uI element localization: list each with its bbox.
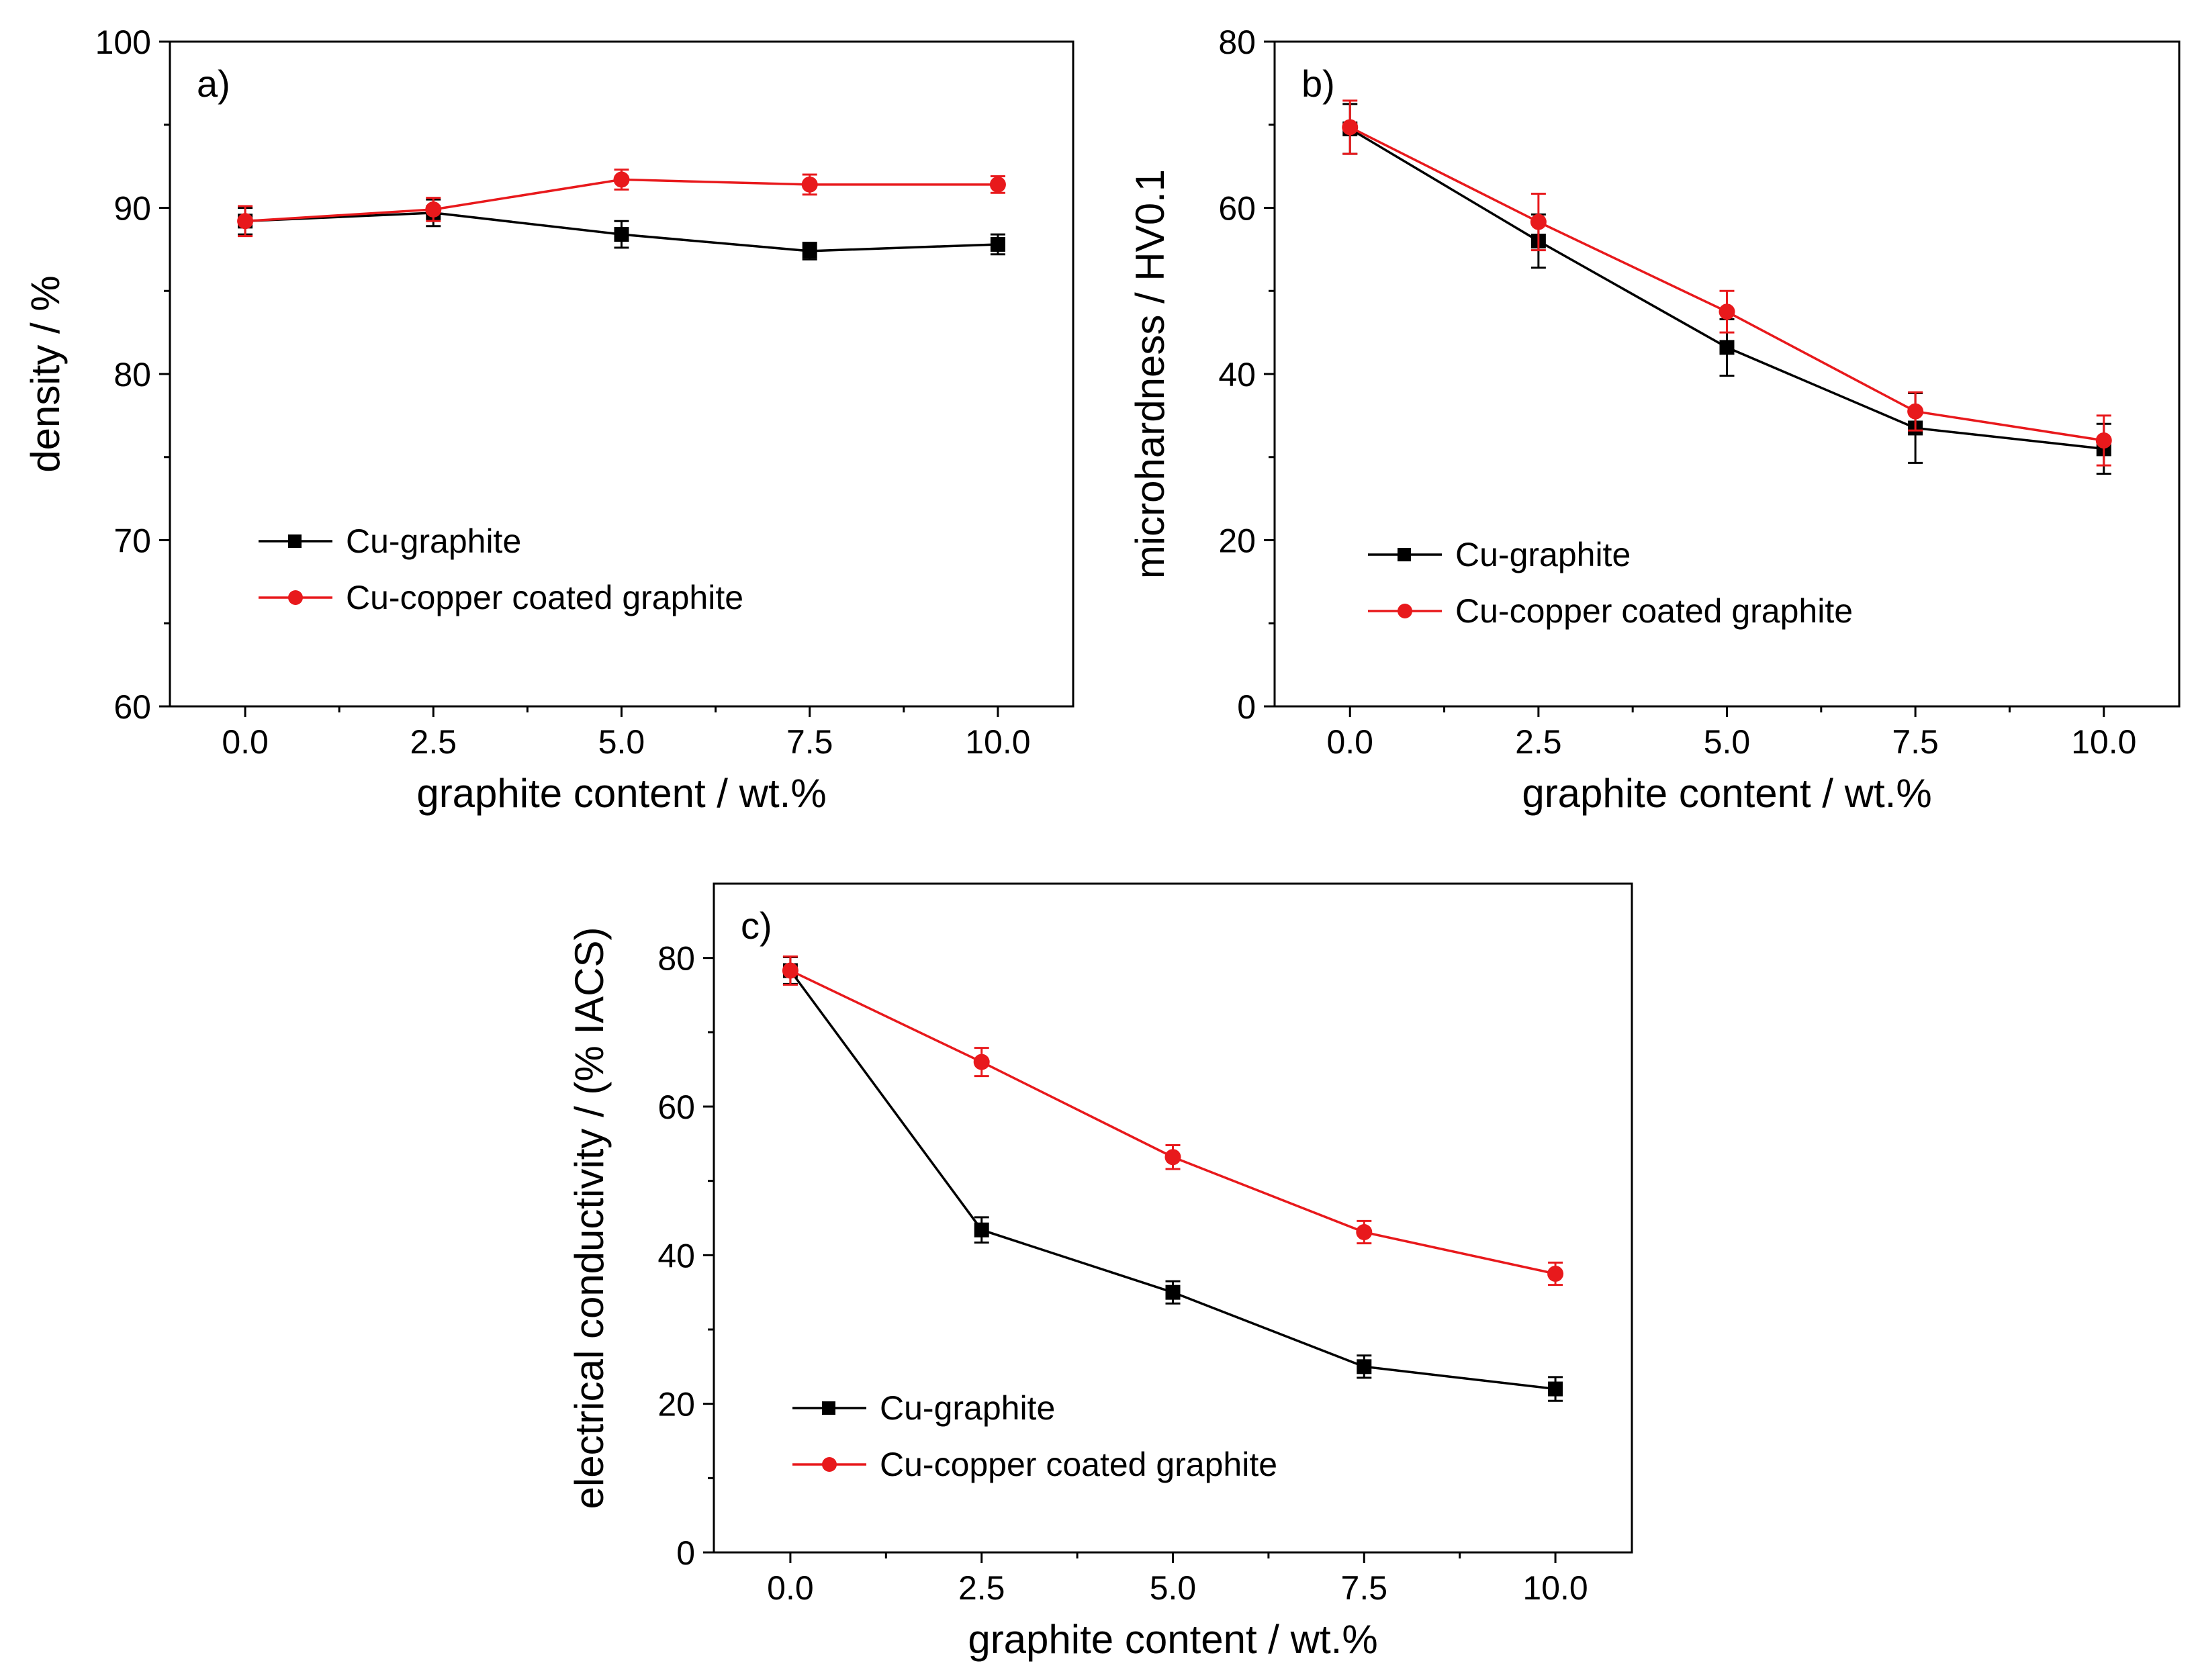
y-tick-label: 80 <box>657 940 695 978</box>
legend-marker-square <box>1398 548 1411 561</box>
x-tick-label: 7.5 <box>1892 723 1939 761</box>
y-tick-label: 80 <box>113 356 151 393</box>
data-point-square <box>990 236 1005 252</box>
y-tick-label: 60 <box>113 688 151 726</box>
data-point-circle <box>1342 119 1359 136</box>
series-cu-graphite <box>1342 103 2111 475</box>
y-tick-label: 60 <box>1218 190 1256 228</box>
legend-label: Cu-graphite <box>346 522 521 560</box>
series-line <box>1349 126 2105 442</box>
x-tick-label: 0.0 <box>767 1569 814 1607</box>
x-tick-label: 5.0 <box>598 723 645 761</box>
panel-label: b) <box>1301 62 1335 105</box>
data-point-circle <box>801 176 818 193</box>
series-cu-graphite <box>238 198 1005 261</box>
x-axis-title: graphite content / wt.% <box>968 1617 1377 1662</box>
y-tick-label: 80 <box>1218 24 1256 61</box>
data-point-circle <box>1907 403 1924 420</box>
data-point-circle <box>425 201 442 218</box>
legend-marker-square <box>822 1401 835 1415</box>
x-tick-label: 5.0 <box>1704 723 1751 761</box>
y-tick-label: 90 <box>113 190 151 228</box>
y-tick-label: 0 <box>676 1534 695 1572</box>
series-cu-copper-coated-graphite <box>237 169 1006 238</box>
x-axis-title: graphite content / wt.% <box>1522 771 1931 816</box>
panel-b: 0.0 2.5 5.0 7.5 10.0 0 20 40 60 80 graphite conten… <box>1128 24 2181 816</box>
x-tick-label: 10.0 <box>1522 1569 1588 1607</box>
data-point-circle <box>1530 214 1547 230</box>
x-tick-label: 0.0 <box>1326 723 1373 761</box>
data-point-circle <box>1719 304 1735 320</box>
x-tick-label: 0.0 <box>222 723 269 761</box>
y-axis-title: density / % <box>23 275 68 472</box>
x-tick-label: 7.5 <box>1341 1569 1388 1607</box>
y-tick-label: 60 <box>657 1088 695 1126</box>
y-tick-label: 40 <box>1218 356 1256 393</box>
x-tick-label: 7.5 <box>786 723 833 761</box>
data-point-circle <box>989 176 1006 193</box>
x-tick-label: 2.5 <box>958 1569 1005 1607</box>
data-point-circle <box>1356 1224 1373 1241</box>
panel-label: a) <box>197 62 230 105</box>
x-tick-label: 10.0 <box>2071 723 2136 761</box>
panel-label: c) <box>741 904 772 947</box>
y-tick-label: 20 <box>1218 522 1256 560</box>
data-point-circle <box>613 171 630 188</box>
data-point-square <box>614 227 629 242</box>
data-point-circle <box>1164 1149 1181 1166</box>
data-point-square <box>974 1222 989 1238</box>
y-tick-label: 0 <box>1237 688 1256 726</box>
legend-label: Cu-copper coated graphite <box>880 1446 1277 1483</box>
data-point-circle <box>237 213 254 230</box>
y-tick-label: 70 <box>113 522 151 560</box>
legend-marker-circle <box>822 1457 837 1472</box>
data-point-circle <box>1547 1266 1564 1282</box>
legend-label: Cu-copper coated graphite <box>346 579 743 616</box>
legend-label: Cu-graphite <box>1455 536 1631 573</box>
x-tick-label: 2.5 <box>410 723 457 761</box>
panel-c: 0.0 2.5 5.0 7.5 10.0 0 20 40 60 80 graphite conten… <box>567 882 1633 1662</box>
data-point-square <box>802 243 817 259</box>
y-axis-title: electrical conductivity / (% IACS) <box>567 927 612 1509</box>
x-tick-label: 2.5 <box>1515 723 1562 761</box>
y-axis-title: microhardness / HV0.1 <box>1128 169 1173 579</box>
data-point-square <box>1719 340 1735 355</box>
data-point-circle <box>973 1054 990 1070</box>
legend-marker-circle <box>288 590 303 605</box>
series-line <box>789 970 1556 1391</box>
y-tick-label: 20 <box>657 1386 695 1424</box>
panel-a: 0.0 2.5 5.0 7.5 10.0 60 70 80 90 100 graphite cont… <box>23 24 1074 816</box>
legend-label: Cu-copper coated graphite <box>1455 592 1853 630</box>
legend-marker-square <box>288 534 302 548</box>
data-point-square <box>1548 1381 1563 1397</box>
legend-label: Cu-graphite <box>880 1389 1055 1427</box>
x-axis-title: graphite content / wt.% <box>416 771 826 816</box>
x-tick-label: 10.0 <box>965 723 1030 761</box>
series-cu-copper-coated-graphite <box>782 955 1564 1287</box>
series-line <box>790 969 1556 1275</box>
y-tick-label: 40 <box>657 1237 695 1274</box>
legend-marker-circle <box>1398 604 1412 618</box>
data-point-circle <box>782 962 798 979</box>
series-cu-copper-coated-graphite <box>1342 99 2112 467</box>
y-tick-label: 100 <box>95 24 151 61</box>
data-point-circle <box>2095 432 2112 449</box>
data-point-square <box>1357 1359 1372 1374</box>
series-line <box>1349 128 2104 451</box>
x-tick-label: 5.0 <box>1150 1569 1197 1607</box>
data-point-square <box>1165 1285 1181 1300</box>
